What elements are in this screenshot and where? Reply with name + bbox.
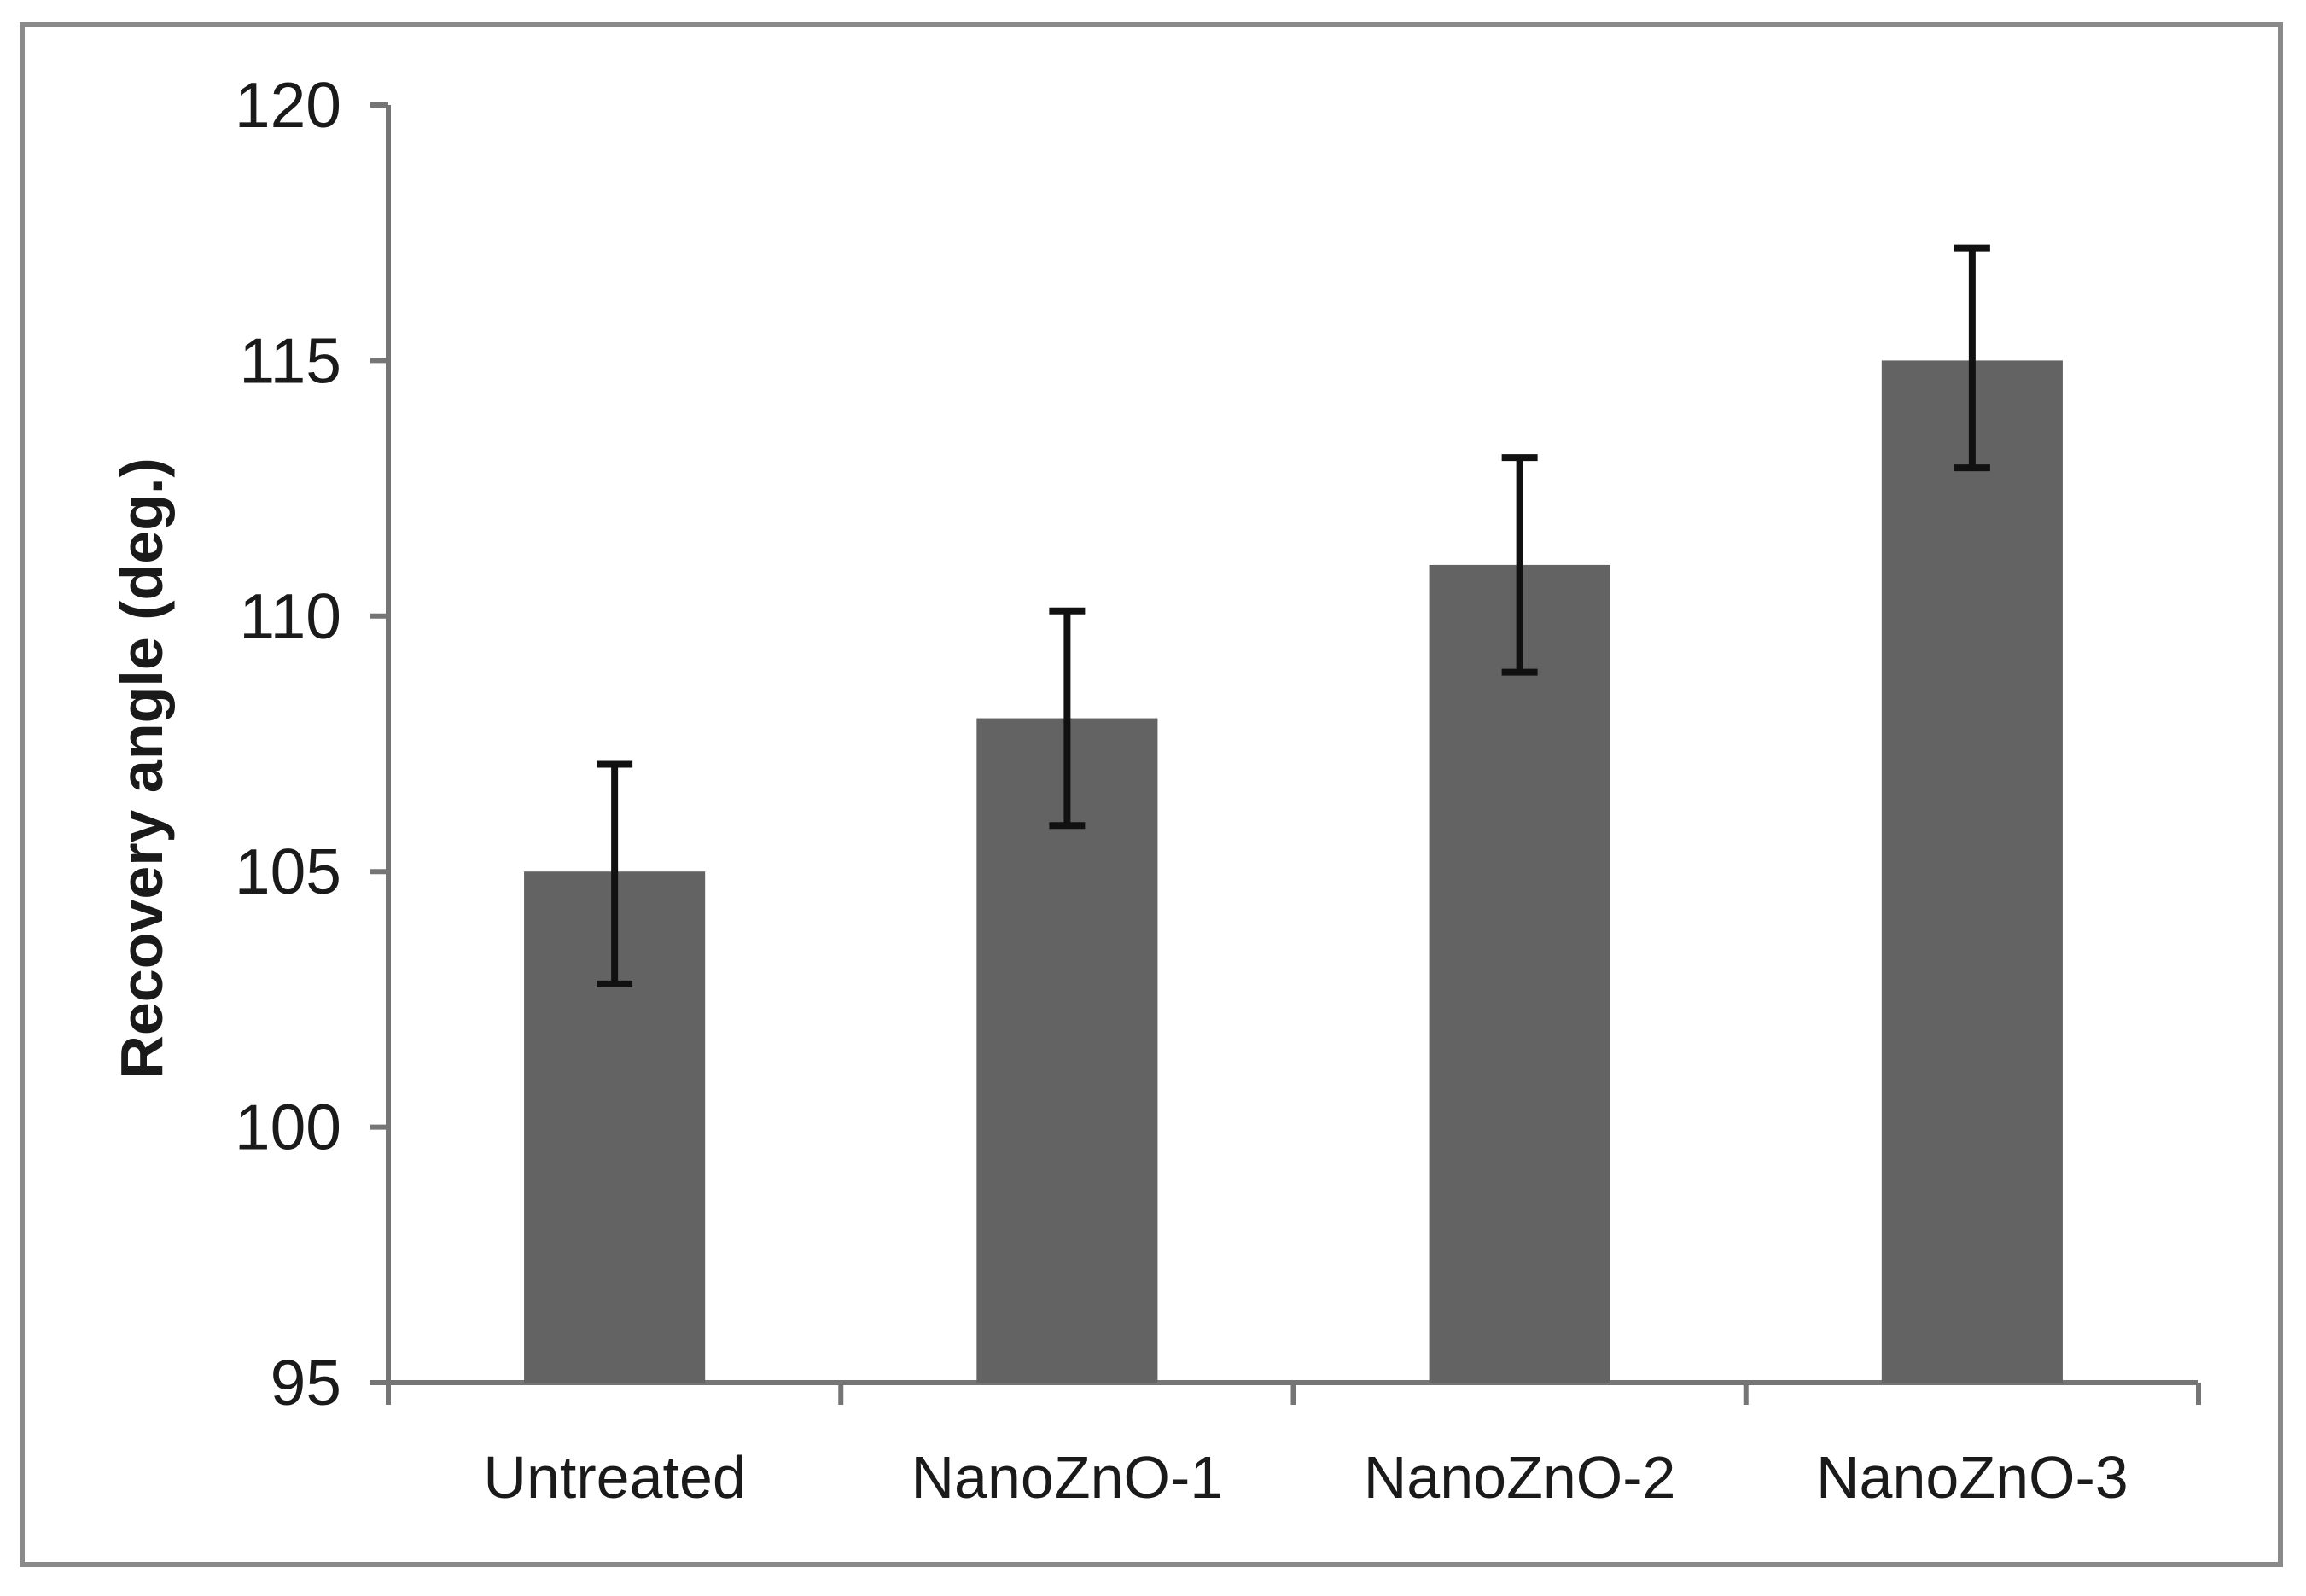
x-category-label: NanoZnO-2 [1364,1444,1676,1511]
y-tick-label: 95 [271,1347,341,1418]
bar-nanozno-2 [1429,564,1610,1383]
y-tick-label: 110 [239,580,341,652]
x-category-label: NanoZnO-3 [1816,1444,2128,1511]
y-tick-label: 115 [239,324,341,396]
bar-nanozno-3 [1881,360,2063,1383]
y-tick-label: 105 [235,836,341,907]
y-tick-label: 120 [235,69,341,141]
x-category-label: Untreated [483,1444,745,1511]
y-tick-label: 100 [235,1092,341,1163]
plot-area: 95 100 105 110 115 120 Untreated NanoZnO-1 NanoZ… [235,69,2201,1511]
x-category-label: NanoZnO-1 [911,1444,1224,1511]
chart-frame-border [20,22,2283,1567]
y-axis-title: Recovery angle (deg.) [108,457,175,1078]
